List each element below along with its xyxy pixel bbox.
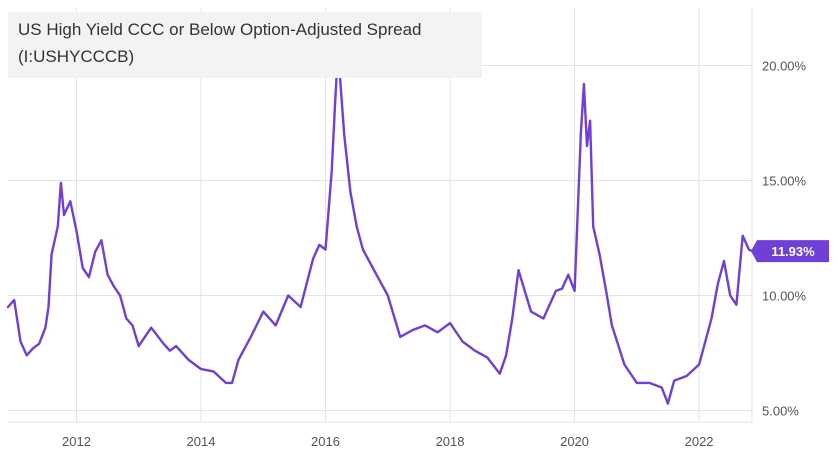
chart-title-box	[8, 12, 482, 78]
x-tick-label: 2012	[62, 434, 91, 449]
x-tick-label: 2022	[685, 434, 714, 449]
x-tick-label: 2014	[187, 434, 216, 449]
series-line	[6, 48, 754, 405]
y-tick-labels: 5.00% 10.00% 15.00% 20.00%	[762, 59, 807, 419]
y-tick-label: 20.00%	[762, 59, 807, 74]
series-line-group	[6, 48, 754, 405]
y-tick-label: 5.00%	[762, 404, 799, 419]
chart-subtitle: (I:USHYCCCB)	[18, 47, 135, 66]
last-value-label: 11.93%	[771, 244, 815, 259]
x-tick-label: 2020	[560, 434, 589, 449]
x-tick-label: 2016	[311, 434, 340, 449]
x-tick-label: 2018	[436, 434, 465, 449]
x-tick-labels: 2012 2014 2016 2018 2020 2022	[62, 434, 714, 449]
y-tick-label: 15.00%	[762, 174, 807, 189]
last-value-badge-shape	[751, 240, 829, 263]
y-tick-label: 10.00%	[762, 289, 807, 304]
last-value-badge: 11.93%	[751, 240, 829, 263]
chart-title: US High Yield CCC or Below Option-Adjust…	[18, 20, 422, 39]
